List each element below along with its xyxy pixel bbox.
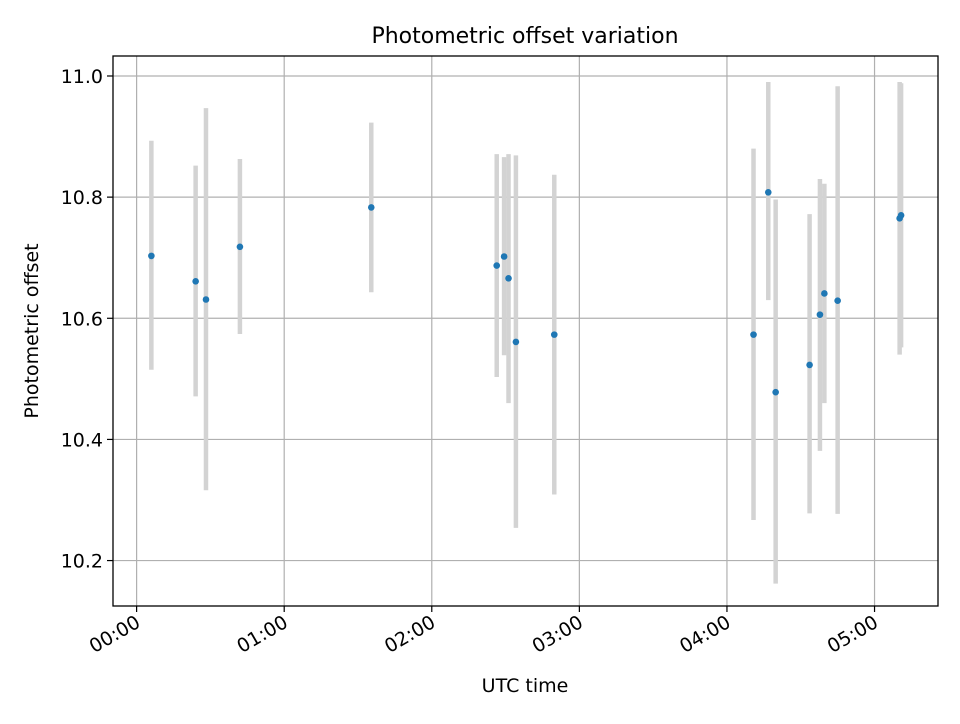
x-tick-label: 03:00 <box>528 611 586 657</box>
data-point <box>148 252 155 260</box>
chart-title: Photometric offset variation <box>371 24 678 49</box>
data-point <box>821 290 828 297</box>
data-point <box>493 262 501 269</box>
data-points <box>148 188 905 396</box>
data-point <box>236 243 244 251</box>
y-tick-label: 10.2 <box>61 551 103 573</box>
data-point <box>500 253 508 260</box>
data-point <box>512 338 520 346</box>
data-point <box>550 331 558 338</box>
x-tick-label: 05:00 <box>824 611 882 657</box>
x-tick-label: 01:00 <box>233 611 291 657</box>
error-bars <box>149 82 904 584</box>
y-tick-label: 10.6 <box>61 308 103 330</box>
y-tick-label: 10.8 <box>61 187 103 209</box>
data-point <box>192 278 199 285</box>
data-point <box>367 204 375 211</box>
y-axis-label: Photometric offset <box>21 243 43 418</box>
data-point <box>505 275 512 282</box>
data-point <box>202 296 210 303</box>
plot-area-frame <box>112 55 939 607</box>
data-point <box>816 311 824 318</box>
x-tick-label: 04:00 <box>676 611 734 657</box>
x-tick-label: 00:00 <box>86 611 144 657</box>
x-tick-label: 02:00 <box>381 611 439 657</box>
data-point <box>772 388 779 396</box>
data-point <box>834 297 841 305</box>
data-point <box>806 361 813 369</box>
data-point <box>764 188 772 196</box>
grid-lines <box>113 56 938 606</box>
data-point <box>750 331 757 338</box>
y-tick-label: 11.0 <box>61 66 103 88</box>
axis-ticks: 00:00 01:00 02:00 03:00 04:00 05:00 10.2 10.4 10… <box>61 66 882 658</box>
data-point <box>897 212 905 219</box>
y-tick-label: 10.4 <box>61 429 103 451</box>
x-axis-label: UTC time <box>482 675 569 697</box>
